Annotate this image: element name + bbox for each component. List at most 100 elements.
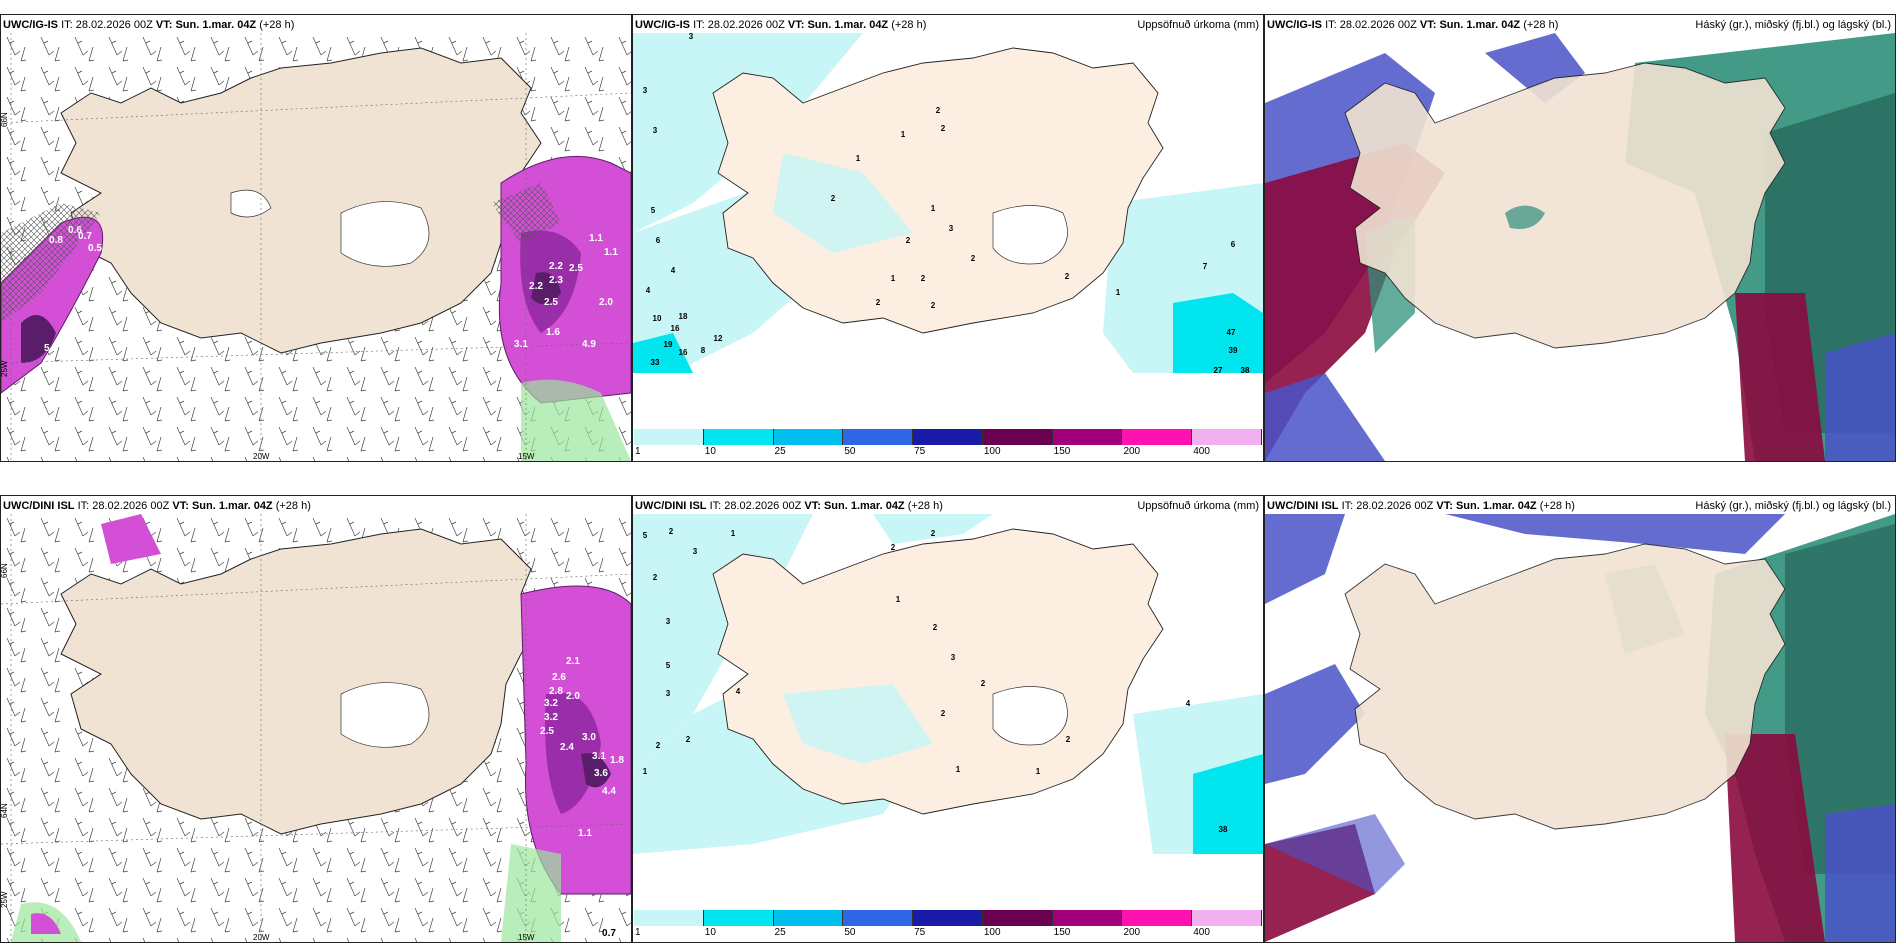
p5-val-17: 2 <box>941 709 946 718</box>
colorbar-tick-label: 10 <box>704 446 716 457</box>
p4-val-13: 1.1 <box>578 828 592 839</box>
colorbar-tick-label: 150 <box>1053 446 1071 457</box>
panel-field-title: Háský (gr.), miðský (fj.bl.) og lágský (… <box>1695 500 1891 512</box>
cloud-map <box>1265 514 1895 942</box>
p2-val-10: 19 <box>664 340 673 349</box>
p1-val-13: 3.1 <box>514 339 528 350</box>
panel-header: UWC/IG-IS IT: 28.02.2026 00Z VT: Sun. 1.… <box>1267 19 1559 31</box>
lat-label-64n: 64N <box>1 803 9 818</box>
p2-val-33: 39 <box>1229 346 1238 355</box>
lon-label-25w: 25W <box>1 891 9 908</box>
p5-val-19: 1 <box>956 765 961 774</box>
lon-label-25w: 25W <box>1 360 9 377</box>
panel-header: UWC/IG-IS IT: 28.02.2026 00Z VT: Sun. 1.… <box>635 19 927 31</box>
p2-val-6: 4 <box>646 286 651 295</box>
colorbar-tick-label: 75 <box>914 927 926 938</box>
p4-val-1: 2.6 <box>552 672 566 683</box>
p4-val-2: 2.8 <box>549 686 563 697</box>
p5-val-18: 2 <box>981 679 986 688</box>
p2-val-5: 4 <box>671 266 676 275</box>
p2-val-35: 38 <box>1241 366 1250 375</box>
precip-colorbar: 1 10 25 50 75 100 150 200 400 <box>634 429 1262 461</box>
colorbar-segment <box>1192 429 1262 445</box>
p5-val-12: 1 <box>896 595 901 604</box>
lon-label-20w: 20W <box>253 933 270 942</box>
colorbar-tick-label: 25 <box>774 927 786 938</box>
colorbar-segment <box>982 429 1053 445</box>
p2-val-2: 3 <box>653 126 658 135</box>
lat-label-66n: 66N <box>1 563 9 578</box>
colorbar-segment <box>913 429 983 445</box>
p4-val-5: 3.2 <box>544 712 558 723</box>
lon-label-15w: 15W <box>518 452 535 461</box>
colorbar-segment <box>843 910 914 926</box>
p2-val-14: 33 <box>651 358 660 367</box>
p5-val-16: 3 <box>951 653 956 662</box>
colorbar-tick-label: 50 <box>844 446 856 457</box>
colorbar-tick-label: 200 <box>1123 446 1141 457</box>
colorbar-segment <box>843 429 914 445</box>
p2-val-25: 2 <box>971 254 976 263</box>
panel-header: UWC/IG-IS IT: 28.02.2026 00Z VT: Sun. 1.… <box>3 19 295 31</box>
colorbar-segment <box>634 429 704 445</box>
p5-val-15: 2 <box>933 623 938 632</box>
p1-val-12: 1.6 <box>546 327 560 338</box>
p4-val-8: 2.4 <box>560 742 574 753</box>
colorbar-segment <box>634 910 704 926</box>
p4-val-4: 3.2 <box>544 698 558 709</box>
p4-val-14: 0.7 <box>602 928 616 939</box>
p5-val-11: 1 <box>731 529 736 538</box>
panel-wind-precip-dini: UWC/DINI ISL IT: 28.02.2026 00Z VT: Sun.… <box>0 495 632 943</box>
p4-val-9: 3.1 <box>592 751 606 762</box>
colorbar-tick-label: 1 <box>635 446 641 457</box>
colorbar-tick-label: 200 <box>1123 927 1141 938</box>
lon-label-15w: 15W <box>518 933 535 942</box>
panel-accum-precip-dini: UWC/DINI ISL IT: 28.02.2026 00Z VT: Sun.… <box>632 495 1264 943</box>
lat-label-66n: 66N <box>1 112 9 127</box>
colorbar-tick-label: 10 <box>704 927 716 938</box>
panel-wind-precip-igis: UWC/IG-IS IT: 28.02.2026 00Z VT: Sun. 1.… <box>0 14 632 462</box>
colorbar-segment <box>1122 429 1193 445</box>
p1-val-7: 2.5 <box>569 263 583 274</box>
p1-val-6: 2.2 <box>549 261 563 272</box>
p1-val-9: 2.2 <box>529 281 543 292</box>
p1-val-15: 5.3 <box>44 343 58 354</box>
colorbar-segment <box>1192 910 1262 926</box>
colorbar-segment <box>1052 910 1123 926</box>
p2-val-21: 2 <box>906 236 911 245</box>
p2-val-20: 1 <box>931 204 936 213</box>
p4-val-7: 3.0 <box>582 732 596 743</box>
colorbar-tick-label: 100 <box>983 927 1001 938</box>
p1-val-0: 0.6 <box>68 225 82 236</box>
accum-precip-map: 5 2 3 3 2 5 4 3 1 2 2 1 1 2 2 2 3 2 2 1 … <box>633 514 1263 854</box>
lon-label-20w: 20W <box>253 452 270 461</box>
panel-field-title: Uppsöfnuð úrkoma (mm) <box>1137 500 1259 512</box>
colorbar-segment <box>773 429 844 445</box>
p5-val-0: 5 <box>643 531 648 540</box>
p2-val-23: 2 <box>921 274 926 283</box>
colorbar-segment <box>1122 910 1193 926</box>
p2-val-3: 5 <box>651 206 656 215</box>
p2-val-34: 27 <box>1214 366 1223 375</box>
p4-val-12: 4.4 <box>602 786 616 797</box>
p1-val-10: 2.5 <box>544 297 558 308</box>
p4-val-0: 2.1 <box>566 656 580 667</box>
p2-val-9: 16 <box>671 324 680 333</box>
p2-val-8: 18 <box>679 312 688 321</box>
p2-val-26: 2 <box>876 298 881 307</box>
p5-val-21: 2 <box>1066 735 1071 744</box>
p5-val-8: 1 <box>643 767 648 776</box>
p2-val-7: 10 <box>653 314 662 323</box>
p2-val-30: 6 <box>1231 240 1236 249</box>
p5-val-4: 2 <box>653 573 658 582</box>
p5-val-1: 2 <box>669 527 674 536</box>
p5-val-7: 3 <box>666 689 671 698</box>
p2-val-16: 2 <box>941 124 946 133</box>
p2-val-17: 1 <box>901 130 906 139</box>
colorbar-tick-label: 25 <box>774 446 786 457</box>
accum-precip-map: 3 3 3 5 6 4 4 10 18 16 19 12 8 16 33 2 2… <box>633 33 1263 375</box>
p5-val-14: 2 <box>891 543 896 552</box>
wind-precip-map: 0.6 0.7 0.8 0.5 1.1 1.1 2.2 2.5 2.3 2.2 … <box>1 33 631 461</box>
p4-val-3: 2.0 <box>566 691 580 702</box>
p2-val-24: 3 <box>949 224 954 233</box>
